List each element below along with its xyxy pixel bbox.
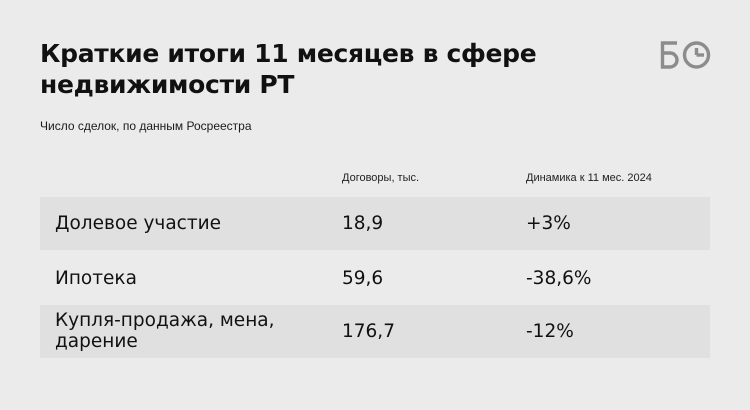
row-label: Купля-продажа, мена, дарение (55, 310, 275, 352)
column-header-dynamics: Динамика к 11 мес. 2024 (526, 172, 652, 184)
subtitle: Число сделок, по данным Росреестра (40, 119, 252, 133)
dynamics-value: -38,6% (526, 268, 592, 289)
contracts-value: 18,9 (342, 213, 384, 234)
dynamics-value: -12% (526, 321, 574, 342)
contracts-value: 59,6 (342, 268, 384, 289)
table-row: Купля-продажа, мена, дарение 176,7 -12% (40, 305, 710, 358)
column-header-contracts: Договоры, тыс. (342, 172, 420, 184)
row-label: Долевое участие (55, 213, 222, 234)
table-row: Ипотека 59,6 -38,6% (40, 252, 710, 304)
dynamics-value: +3% (526, 213, 571, 234)
bo-logo-icon (660, 41, 711, 69)
contracts-value: 176,7 (342, 321, 395, 342)
page-title: Краткие итоги 11 месяцев в сфере недвижи… (40, 39, 537, 99)
table-row: Долевое участие 18,9 +3% (40, 197, 710, 250)
row-label: Ипотека (55, 268, 137, 289)
